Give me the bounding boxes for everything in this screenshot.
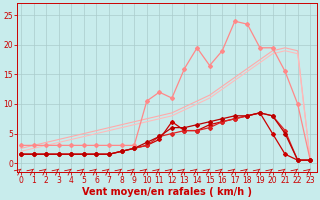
X-axis label: Vent moyen/en rafales ( km/h ): Vent moyen/en rafales ( km/h ) [82, 187, 252, 197]
